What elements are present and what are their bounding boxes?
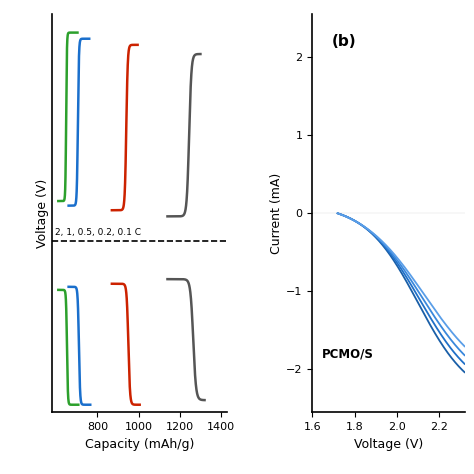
- Text: 2, 1, 0.5, 0.2, 0.1 C: 2, 1, 0.5, 0.2, 0.1 C: [55, 228, 141, 237]
- X-axis label: Capacity (mAh/g): Capacity (mAh/g): [85, 438, 194, 451]
- X-axis label: Voltage (V): Voltage (V): [354, 438, 423, 451]
- Text: PCMO/S: PCMO/S: [321, 347, 374, 361]
- Text: (b): (b): [332, 34, 357, 49]
- Y-axis label: Current (mA): Current (mA): [270, 173, 283, 254]
- Y-axis label: Voltage (V): Voltage (V): [36, 179, 49, 248]
